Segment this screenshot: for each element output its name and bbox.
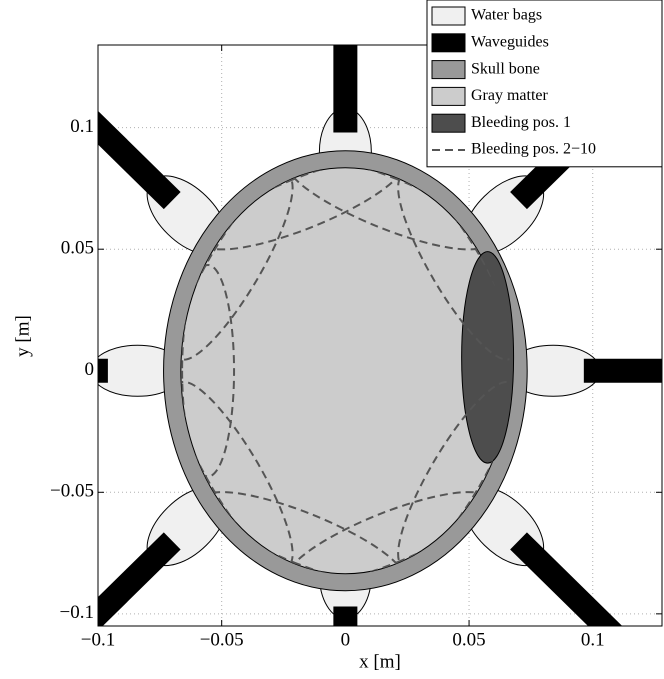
legend-swatch [432,34,465,52]
y-tick-label: 0.1 [70,116,94,137]
legend-swatch [432,61,465,79]
legend-swatch [432,87,465,105]
x-tick-label: 0.1 [581,629,605,650]
x-tick-label: −0.1 [81,629,115,650]
x-tick-label: 0 [341,629,351,650]
y-tick-label: −0.05 [50,481,94,502]
y-tick-label: 0 [85,359,95,380]
x-axis-label: x [m] [359,651,401,672]
legend-label: Waveguides [471,33,549,50]
legend-swatch [432,7,465,25]
legend-label: Water bags [471,7,542,24]
legend-label: Bleeding pos. 2−10 [471,141,596,158]
legend-label: Bleeding pos. 1 [471,114,571,131]
legend-label: Skull bone [471,60,540,77]
figure: x [m] y [m] −0.1 −0.05 0 0.05 0.1 −0.1 −0.05 0 0… [0,0,664,679]
legend-label: Gray matter [471,87,549,104]
region [462,252,514,463]
region [181,168,510,574]
legend: Water bags Waveguides Skull bone Gray matte… [427,0,662,167]
legend-swatch [432,114,465,132]
x-tick-label: 0.05 [452,629,485,650]
y-tick-label: −0.1 [60,602,94,623]
y-tick-label: 0.05 [61,238,94,259]
x-tick-label: −0.05 [200,629,244,650]
y-axis-label: y [m] [12,315,33,357]
